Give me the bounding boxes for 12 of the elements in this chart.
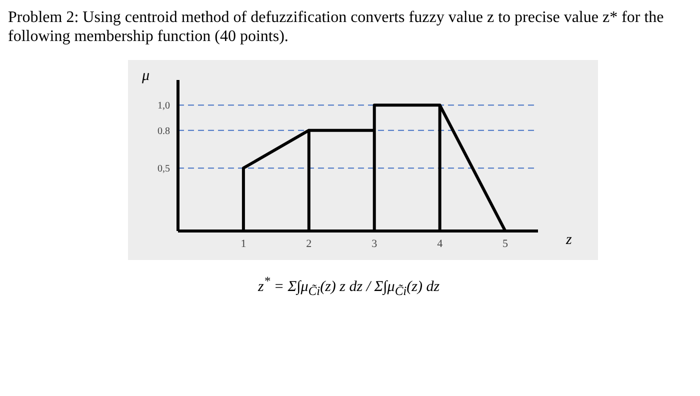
y-tick-label: 1,0 bbox=[158, 100, 170, 112]
x-tick-label: 4 bbox=[437, 238, 444, 250]
x-tick-label: 3 bbox=[372, 238, 378, 250]
chart-title: Problem 2: Using centroid method of defuzzification converts fuzzy value z to precise value z* for the following membership function (40 points). bbox=[8, 8, 665, 46]
x-tick-label: 2 bbox=[306, 238, 312, 250]
x-tick-label: 5 bbox=[502, 238, 509, 250]
y-tick-label: 0.8 bbox=[158, 126, 170, 137]
y-tick-label: 0,5 bbox=[158, 164, 170, 175]
y-axis-title: μ bbox=[142, 68, 150, 85]
text: z$^{*}$ = Σ∫μ$_{C̃i}$(z) z dz / Σ∫μ$_{C̃i}$(z) dz bbox=[258, 274, 441, 299]
x-axis-title: z bbox=[566, 232, 572, 249]
x-tick-label: 1 bbox=[240, 238, 246, 250]
